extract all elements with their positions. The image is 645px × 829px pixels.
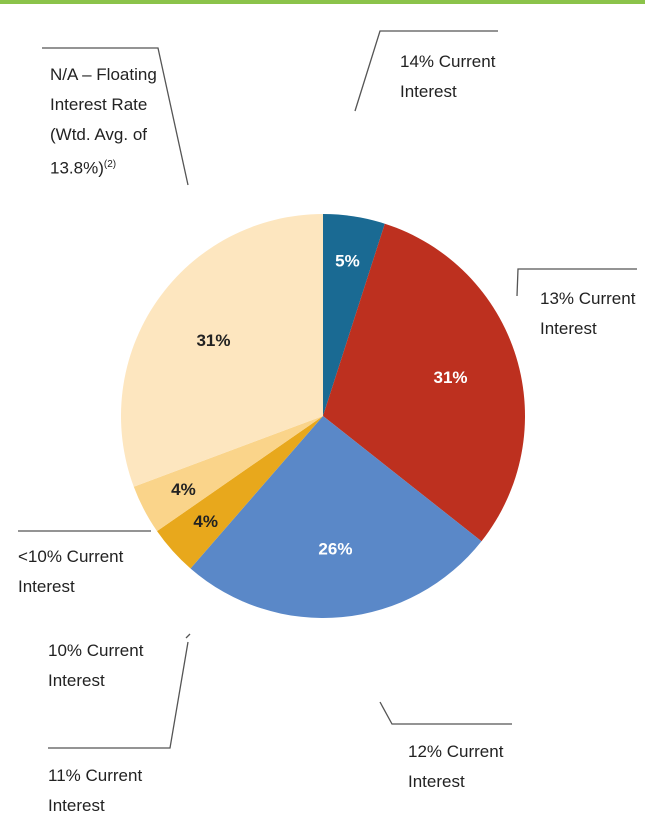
leader-line <box>42 47 189 186</box>
label-12-current-interest: 12% Current Interest <box>408 742 504 791</box>
pie-slice <box>133 416 323 532</box>
slice-value-label: 31% <box>434 368 468 387</box>
pie-slice <box>157 416 323 569</box>
pie-slices <box>120 214 525 618</box>
leader-line <box>354 30 498 112</box>
label-below-10-current-interest: <10% Current Interest <box>18 547 124 596</box>
pie-slice <box>190 416 482 618</box>
label-13-current-interest: 13% Current Interest <box>540 289 636 338</box>
pie-slice <box>323 214 385 416</box>
slice-value-label: 31% <box>196 331 230 350</box>
leader-line <box>185 633 191 639</box>
slice-value-label: 26% <box>318 540 352 559</box>
label-11-current-interest: 11% Current Interest <box>48 766 143 815</box>
pie-chart: 5% 31% 26% 4% 4% 31% <box>18 30 637 749</box>
slice-value-label: 5% <box>335 251 360 270</box>
leader-lines <box>18 30 637 749</box>
leader-line <box>48 641 189 749</box>
pie-value-labels: 5% 31% 26% 4% 4% 31% <box>171 251 467 558</box>
leader-line <box>379 701 512 725</box>
label-10-current-interest: 10% Current Interest <box>48 641 144 690</box>
pie-slice <box>323 223 525 542</box>
slice-value-label: 4% <box>171 480 196 499</box>
label-floating-interest-rate: N/A – Floating Interest Rate (Wtd. Avg. … <box>50 65 157 178</box>
leader-line <box>516 268 637 297</box>
footnote-marker: (2) <box>103 159 117 170</box>
slice-value-label: 4% <box>193 512 218 531</box>
label-14-current-interest: 14% Current Interest <box>400 52 496 101</box>
pie-slice <box>120 214 323 487</box>
